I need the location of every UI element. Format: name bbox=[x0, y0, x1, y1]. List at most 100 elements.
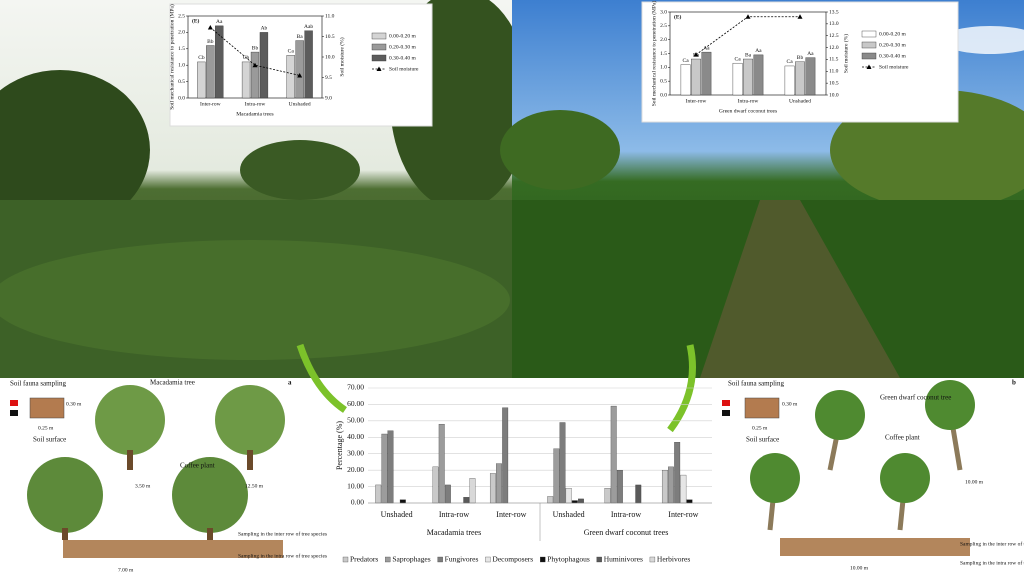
label: 10.00 m bbox=[965, 479, 984, 485]
bar bbox=[743, 58, 753, 96]
bar-letter: Bb bbox=[252, 45, 259, 51]
label: 12.50 m bbox=[245, 483, 264, 489]
bar bbox=[701, 51, 712, 96]
bar bbox=[489, 473, 496, 504]
label: Sampling in the inter row of tree specie… bbox=[238, 530, 327, 537]
group-label: Macadamia trees bbox=[427, 528, 481, 537]
y-axis-title: Percentage (%) bbox=[335, 421, 344, 470]
bar bbox=[197, 61, 206, 99]
y-tick-label: 60.00 bbox=[347, 399, 364, 408]
y-tick-label: 0.0 bbox=[178, 95, 185, 101]
y-tick-label: 2.5 bbox=[660, 23, 667, 29]
bar bbox=[304, 30, 313, 99]
bar bbox=[399, 499, 406, 504]
legend-label: 0.00-0.20 m bbox=[389, 33, 416, 39]
y-tick-label: 2.0 bbox=[178, 30, 185, 36]
legend-swatch bbox=[371, 32, 387, 40]
x-tick-label: Unshaded bbox=[289, 101, 311, 107]
x-tick-label: Intra-row bbox=[439, 510, 469, 519]
label: Macadamia tree bbox=[150, 379, 195, 387]
legend-label: Saprophages bbox=[392, 555, 430, 564]
bar bbox=[381, 433, 388, 504]
legend-label: 0.30-0.40 m bbox=[389, 55, 416, 61]
y-tick-label: 0.0 bbox=[660, 92, 667, 98]
bar bbox=[250, 51, 260, 99]
label: 10.00 m bbox=[850, 565, 869, 571]
bar bbox=[610, 405, 617, 504]
bar bbox=[805, 57, 816, 96]
legend-swatch bbox=[485, 556, 491, 563]
y2-tick-label: 10.0 bbox=[325, 54, 335, 60]
legend-swatch bbox=[540, 556, 546, 563]
y2-tick-label: 10.5 bbox=[325, 34, 335, 40]
panel-label: (E) bbox=[192, 17, 200, 24]
legend-swatch bbox=[385, 556, 391, 563]
x-axis-title: Green dwarf coconut trees bbox=[719, 107, 777, 114]
y2-tick-label: 11.0 bbox=[829, 69, 839, 75]
bar bbox=[553, 448, 560, 504]
arrow bbox=[667, 344, 696, 433]
x-tick-label: Inter-row bbox=[496, 510, 526, 519]
y2-tick-label: 9.5 bbox=[325, 75, 332, 81]
bar-letter: Ba bbox=[297, 34, 304, 40]
label: 0.30 m bbox=[782, 401, 798, 407]
legend-label: Predators bbox=[350, 555, 378, 564]
bar bbox=[753, 54, 764, 96]
label: Coffee plant bbox=[180, 462, 215, 470]
x-tick-label: Inter-row bbox=[200, 101, 221, 107]
arrow bbox=[296, 343, 347, 413]
bar-letter: Aa bbox=[807, 51, 814, 57]
legend-label: Fungivores bbox=[445, 555, 479, 564]
y-axis-title: Soil mechanical resistance to penetratio… bbox=[168, 4, 175, 110]
bar bbox=[691, 58, 701, 96]
label: Green dwarf coconut tree bbox=[880, 394, 951, 402]
bar bbox=[496, 463, 502, 504]
bar-letter: Cb bbox=[198, 55, 205, 61]
bar bbox=[668, 466, 674, 504]
bar bbox=[463, 497, 470, 504]
panel-letter: b bbox=[1012, 379, 1016, 387]
legend-swatch bbox=[596, 556, 602, 563]
y-tick-label: 1.5 bbox=[178, 46, 185, 52]
legend-swatch bbox=[861, 52, 877, 60]
bar bbox=[206, 45, 215, 99]
bar bbox=[438, 423, 445, 504]
legend-label: Soil moisture bbox=[389, 66, 419, 72]
legend-label: Huminivores bbox=[604, 555, 643, 564]
legend-label: Decomposers bbox=[492, 555, 533, 564]
bar bbox=[215, 25, 224, 99]
label: 0.30 m bbox=[66, 401, 82, 407]
y2-tick-label: 9.0 bbox=[325, 95, 332, 101]
bar bbox=[295, 40, 304, 99]
bar bbox=[547, 496, 554, 504]
bar bbox=[286, 55, 295, 99]
y-axis-title: Soil mechanical resistance to penetratio… bbox=[650, 1, 657, 107]
y-tick-label: 50.00 bbox=[347, 416, 364, 425]
y-tick-label: 3.0 bbox=[660, 9, 667, 15]
moisture-marker bbox=[297, 72, 303, 78]
bar bbox=[565, 488, 572, 504]
x-tick-label: Inter-row bbox=[686, 98, 707, 104]
bar-letter: Ca bbox=[683, 58, 690, 64]
bar bbox=[616, 469, 623, 504]
y2-tick-label: 13.5 bbox=[829, 9, 839, 15]
x-tick-label: Unshaded bbox=[789, 98, 811, 104]
bar-letter: Ab bbox=[261, 26, 268, 32]
bar-letter: Aa bbox=[755, 48, 762, 54]
y2-tick-label: 13.0 bbox=[829, 21, 839, 27]
bar-letter: Bb bbox=[207, 39, 214, 45]
y2-tick-label: 12.5 bbox=[829, 33, 839, 39]
bar-letter: Aab bbox=[304, 24, 313, 30]
label: Soil surface bbox=[746, 436, 779, 444]
bar bbox=[432, 466, 439, 504]
bar bbox=[444, 484, 451, 504]
moisture-marker bbox=[252, 62, 258, 68]
legend-label: Soil moisture bbox=[879, 64, 909, 70]
bar bbox=[680, 64, 691, 96]
label: 0.25 m bbox=[752, 425, 768, 431]
bar bbox=[502, 407, 509, 504]
y-tick-label: 30.00 bbox=[347, 448, 364, 457]
x-tick-label: Intra-row bbox=[738, 98, 759, 104]
panel-label: (E) bbox=[674, 13, 682, 20]
